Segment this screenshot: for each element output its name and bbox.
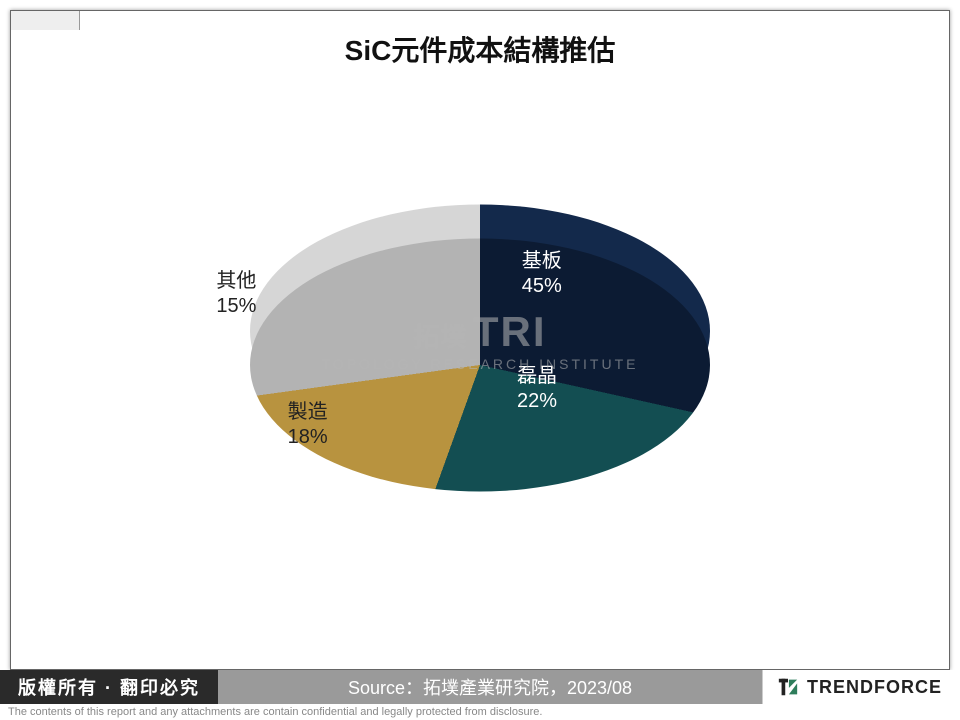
pie-chart: 基板45%磊晶22%製造18%其他15% <box>220 151 740 511</box>
chart-frame: SiC元件成本結構推估 基板45%磊晶22%製造18%其他15% 拓墣 TRI … <box>10 10 950 670</box>
pie-label: 其他15% <box>216 269 256 319</box>
source-text: Source：拓墣產業研究院，2023/08 <box>218 674 762 700</box>
footer-bar: 版權所有 · 翻印必究 Source：拓墣產業研究院，2023/08 TREND… <box>0 670 960 704</box>
copyright-badge: 版權所有 · 翻印必究 <box>0 670 218 704</box>
brand-logo-icon <box>777 676 799 698</box>
brand-badge: TRENDFORCE <box>762 670 960 704</box>
footer: 版權所有 · 翻印必究 Source：拓墣產業研究院，2023/08 TREND… <box>0 670 960 720</box>
chart-title: SiC元件成本結構推估 <box>11 29 949 69</box>
pie-label: 基板45% <box>522 249 562 299</box>
frame-tab <box>10 10 80 30</box>
pie-side <box>250 239 710 492</box>
pie-label: 磊晶22% <box>517 364 557 414</box>
brand-text: TRENDFORCE <box>807 677 942 698</box>
disclaimer-text: The contents of this report and any atta… <box>0 704 960 720</box>
pie-label: 製造18% <box>288 400 328 450</box>
